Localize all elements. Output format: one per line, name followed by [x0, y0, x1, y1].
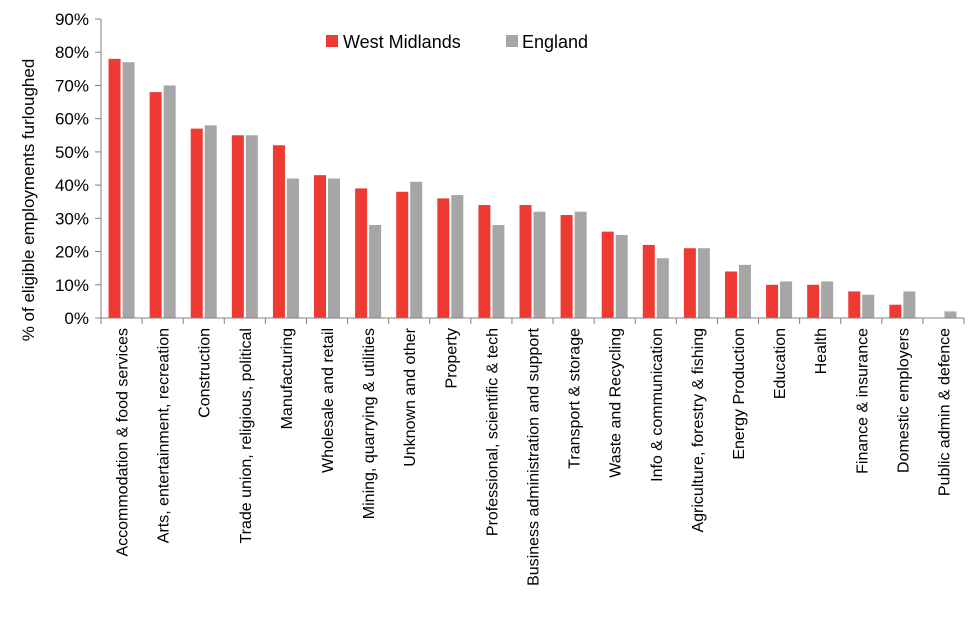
- bar-west-midlands: [560, 215, 573, 318]
- y-tick-label: 40%: [55, 176, 89, 195]
- bar-west-midlands: [190, 128, 203, 318]
- y-tick-label: 70%: [55, 76, 89, 95]
- y-tick-label: 90%: [55, 10, 89, 29]
- bar-west-midlands: [355, 188, 368, 318]
- x-tick-label: Arts, entertainment, recreation: [156, 328, 173, 543]
- bar-west-midlands: [724, 271, 737, 318]
- bar-england: [410, 181, 423, 318]
- bar-england: [697, 248, 710, 318]
- y-tick-label: 80%: [55, 43, 89, 62]
- bar-england: [944, 311, 957, 318]
- bar-west-midlands: [642, 244, 655, 318]
- bar-west-midlands: [683, 248, 696, 318]
- x-tick-label: Transport & storage: [567, 328, 584, 469]
- bar-west-midlands: [314, 175, 327, 318]
- bar-west-midlands: [889, 304, 902, 318]
- bar-west-midlands: [437, 198, 450, 318]
- x-tick-label: Finance & insurance: [854, 328, 871, 474]
- bar-england: [286, 178, 299, 318]
- bar-england: [451, 195, 464, 318]
- plot-area: 0% 10% 20% 30% 40% 50% 60% 70% 80% 90% Accommodati…: [55, 10, 965, 586]
- y-axis-title: % of eligible employments furloughed: [19, 59, 38, 342]
- y-tick-label: 60%: [55, 110, 89, 129]
- bar-west-midlands: [807, 284, 820, 318]
- legend: West Midlands England: [326, 32, 588, 52]
- bar-west-midlands: [848, 291, 861, 318]
- y-tick-label: 50%: [55, 143, 89, 162]
- x-tick-label: Agriculture, forestry & fishing: [690, 328, 707, 533]
- bar-england: [862, 294, 875, 318]
- x-tick-label: Wholesale and retail: [320, 328, 337, 473]
- bar-west-midlands: [519, 205, 532, 318]
- bar-england: [656, 258, 669, 318]
- legend-label-england: England: [522, 32, 588, 52]
- x-tick-label: Unknown and other: [402, 327, 419, 466]
- bar-west-midlands: [149, 92, 162, 318]
- bar-england: [204, 125, 217, 318]
- bar-england: [369, 224, 382, 318]
- bar-england: [738, 264, 751, 318]
- bar-england: [245, 135, 258, 318]
- y-tick-label: 20%: [55, 243, 89, 262]
- legend-swatch-west-midlands: [326, 35, 338, 47]
- x-tick-label: Info & communication: [649, 328, 666, 482]
- legend-swatch-england: [506, 35, 518, 47]
- bar-england: [328, 178, 341, 318]
- bar-west-midlands: [272, 145, 285, 318]
- x-tick-label: Education: [772, 328, 789, 399]
- legend-label-west-midlands: West Midlands: [343, 32, 461, 52]
- x-tick-label: Public admin & defence: [936, 328, 953, 496]
- y-tick-label: 30%: [55, 209, 89, 228]
- bar-england: [574, 211, 587, 318]
- x-tick-label: Mining, quarrying & utilities: [361, 328, 378, 519]
- x-tick-label: Trade union, religious, political: [238, 328, 255, 544]
- x-tick-label: Manufacturing: [279, 328, 296, 429]
- x-tick-label: Waste and Recycling: [608, 328, 625, 478]
- y-tick-label: 10%: [55, 276, 89, 295]
- bar-england: [780, 281, 793, 318]
- bar-west-midlands: [601, 231, 614, 318]
- x-tick-label: Health: [813, 328, 830, 374]
- y-tick-label: 0%: [64, 309, 89, 328]
- bar-west-midlands: [766, 284, 779, 318]
- bar-england: [615, 234, 628, 318]
- bar-england: [122, 62, 135, 318]
- x-tick-label: Construction: [197, 328, 214, 418]
- x-tick-label: Domestic employers: [895, 328, 912, 473]
- x-tick-label: Professional, scientific & tech: [484, 328, 501, 536]
- bar-west-midlands: [108, 58, 121, 318]
- x-tick-label: Accommodation & food services: [115, 328, 132, 557]
- bar-england: [492, 224, 505, 318]
- bar-west-midlands: [478, 205, 491, 318]
- x-tick-label: Energy Production: [731, 328, 748, 460]
- bar-england: [163, 85, 176, 318]
- bar-west-midlands: [396, 191, 409, 318]
- bar-england: [821, 281, 834, 318]
- x-tick-label: Business administration and support: [526, 327, 543, 585]
- bar-england: [533, 211, 546, 318]
- bar-west-midlands: [231, 135, 244, 318]
- x-tick-label: Property: [443, 328, 460, 388]
- bar-england: [903, 291, 916, 318]
